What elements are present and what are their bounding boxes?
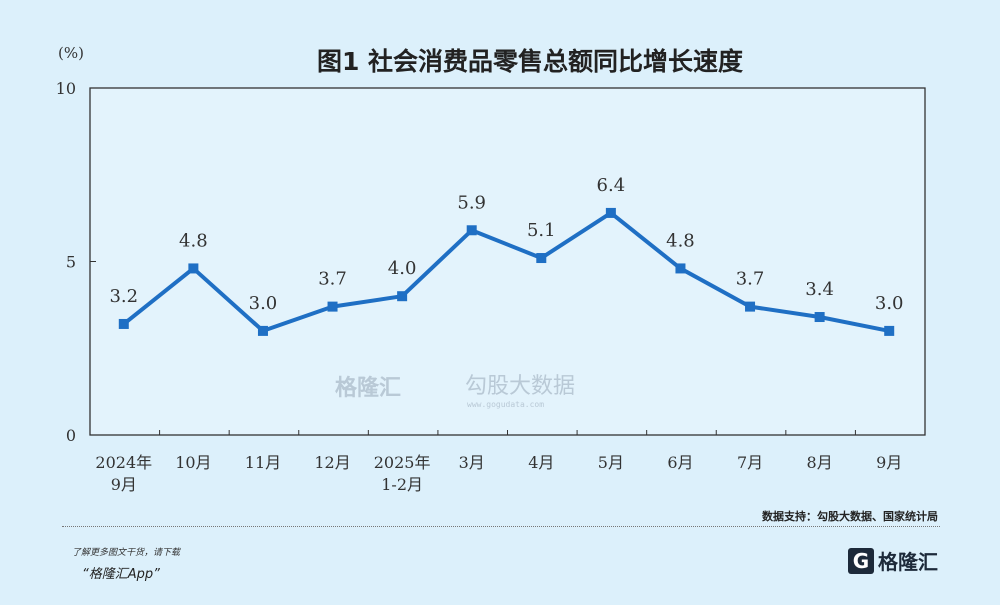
x-tick-label: 5月 bbox=[598, 453, 624, 472]
data-point bbox=[814, 312, 825, 323]
data-label: 3.2 bbox=[109, 286, 138, 307]
logo-icon: G bbox=[848, 547, 874, 574]
y-axis-unit: (%) bbox=[58, 44, 84, 62]
data-label: 3.7 bbox=[736, 269, 765, 290]
y-tick-label: 10 bbox=[56, 79, 76, 98]
x-tick-label: 7月 bbox=[737, 453, 763, 472]
watermark-brand: 格隆汇 bbox=[335, 375, 401, 401]
plot-area bbox=[89, 87, 926, 436]
logo-text: 格隆汇 bbox=[878, 550, 938, 574]
data-label: 4.8 bbox=[666, 230, 695, 251]
data-point bbox=[675, 263, 686, 274]
data-point bbox=[397, 291, 408, 302]
data-point bbox=[327, 301, 338, 312]
watermark-url: www.gogudata.com bbox=[467, 400, 544, 409]
x-tick-label: 3月 bbox=[459, 453, 485, 472]
y-tick-label: 0 bbox=[66, 426, 76, 445]
data-label: 4.8 bbox=[179, 230, 208, 251]
data-point bbox=[257, 325, 268, 336]
data-point bbox=[605, 207, 616, 218]
x-tick-label: 12月 bbox=[314, 453, 350, 472]
x-tick-label: 6月 bbox=[667, 453, 693, 472]
chart-title: 图1 社会消费品零售总额同比增长速度 bbox=[316, 47, 744, 76]
data-label: 5.1 bbox=[527, 220, 556, 241]
watermark-data: 勾股大数据 bbox=[465, 374, 575, 399]
divider bbox=[62, 526, 940, 527]
x-tick-label: 4月 bbox=[528, 453, 554, 472]
data-point bbox=[118, 318, 129, 329]
data-label: 5.9 bbox=[457, 192, 486, 213]
x-tick-label: 9月 bbox=[876, 453, 902, 472]
brand-logo: G 格隆汇 bbox=[848, 546, 938, 575]
data-label: 3.7 bbox=[318, 269, 347, 290]
x-tick-label: 1-2月 bbox=[381, 475, 423, 494]
data-label: 3.0 bbox=[875, 293, 904, 314]
data-source: 数据支持：勾股大数据、国家统计局 bbox=[762, 510, 938, 523]
x-tick-label: 11月 bbox=[245, 453, 281, 472]
data-label: 4.0 bbox=[388, 258, 417, 279]
data-label: 6.4 bbox=[597, 175, 626, 196]
x-tick-label: 2025年 bbox=[374, 453, 431, 472]
x-tick-label: 8月 bbox=[807, 453, 833, 472]
x-tick-label: 9月 bbox=[111, 475, 137, 494]
series-line bbox=[122, 210, 890, 333]
data-point bbox=[884, 325, 895, 336]
data-point bbox=[188, 263, 199, 274]
data-point bbox=[536, 253, 547, 264]
promo-text: 了解更多图文干货，请下载 bbox=[72, 548, 181, 558]
data-point bbox=[745, 301, 756, 312]
data-point bbox=[466, 225, 477, 236]
y-tick-label: 5 bbox=[66, 253, 76, 272]
promo-app-name: “格隆汇App” bbox=[82, 567, 160, 582]
x-tick-label: 2024年 bbox=[95, 453, 152, 472]
data-label: 3.4 bbox=[805, 279, 834, 300]
data-label: 3.0 bbox=[249, 293, 278, 314]
x-tick-label: 10月 bbox=[175, 453, 211, 472]
